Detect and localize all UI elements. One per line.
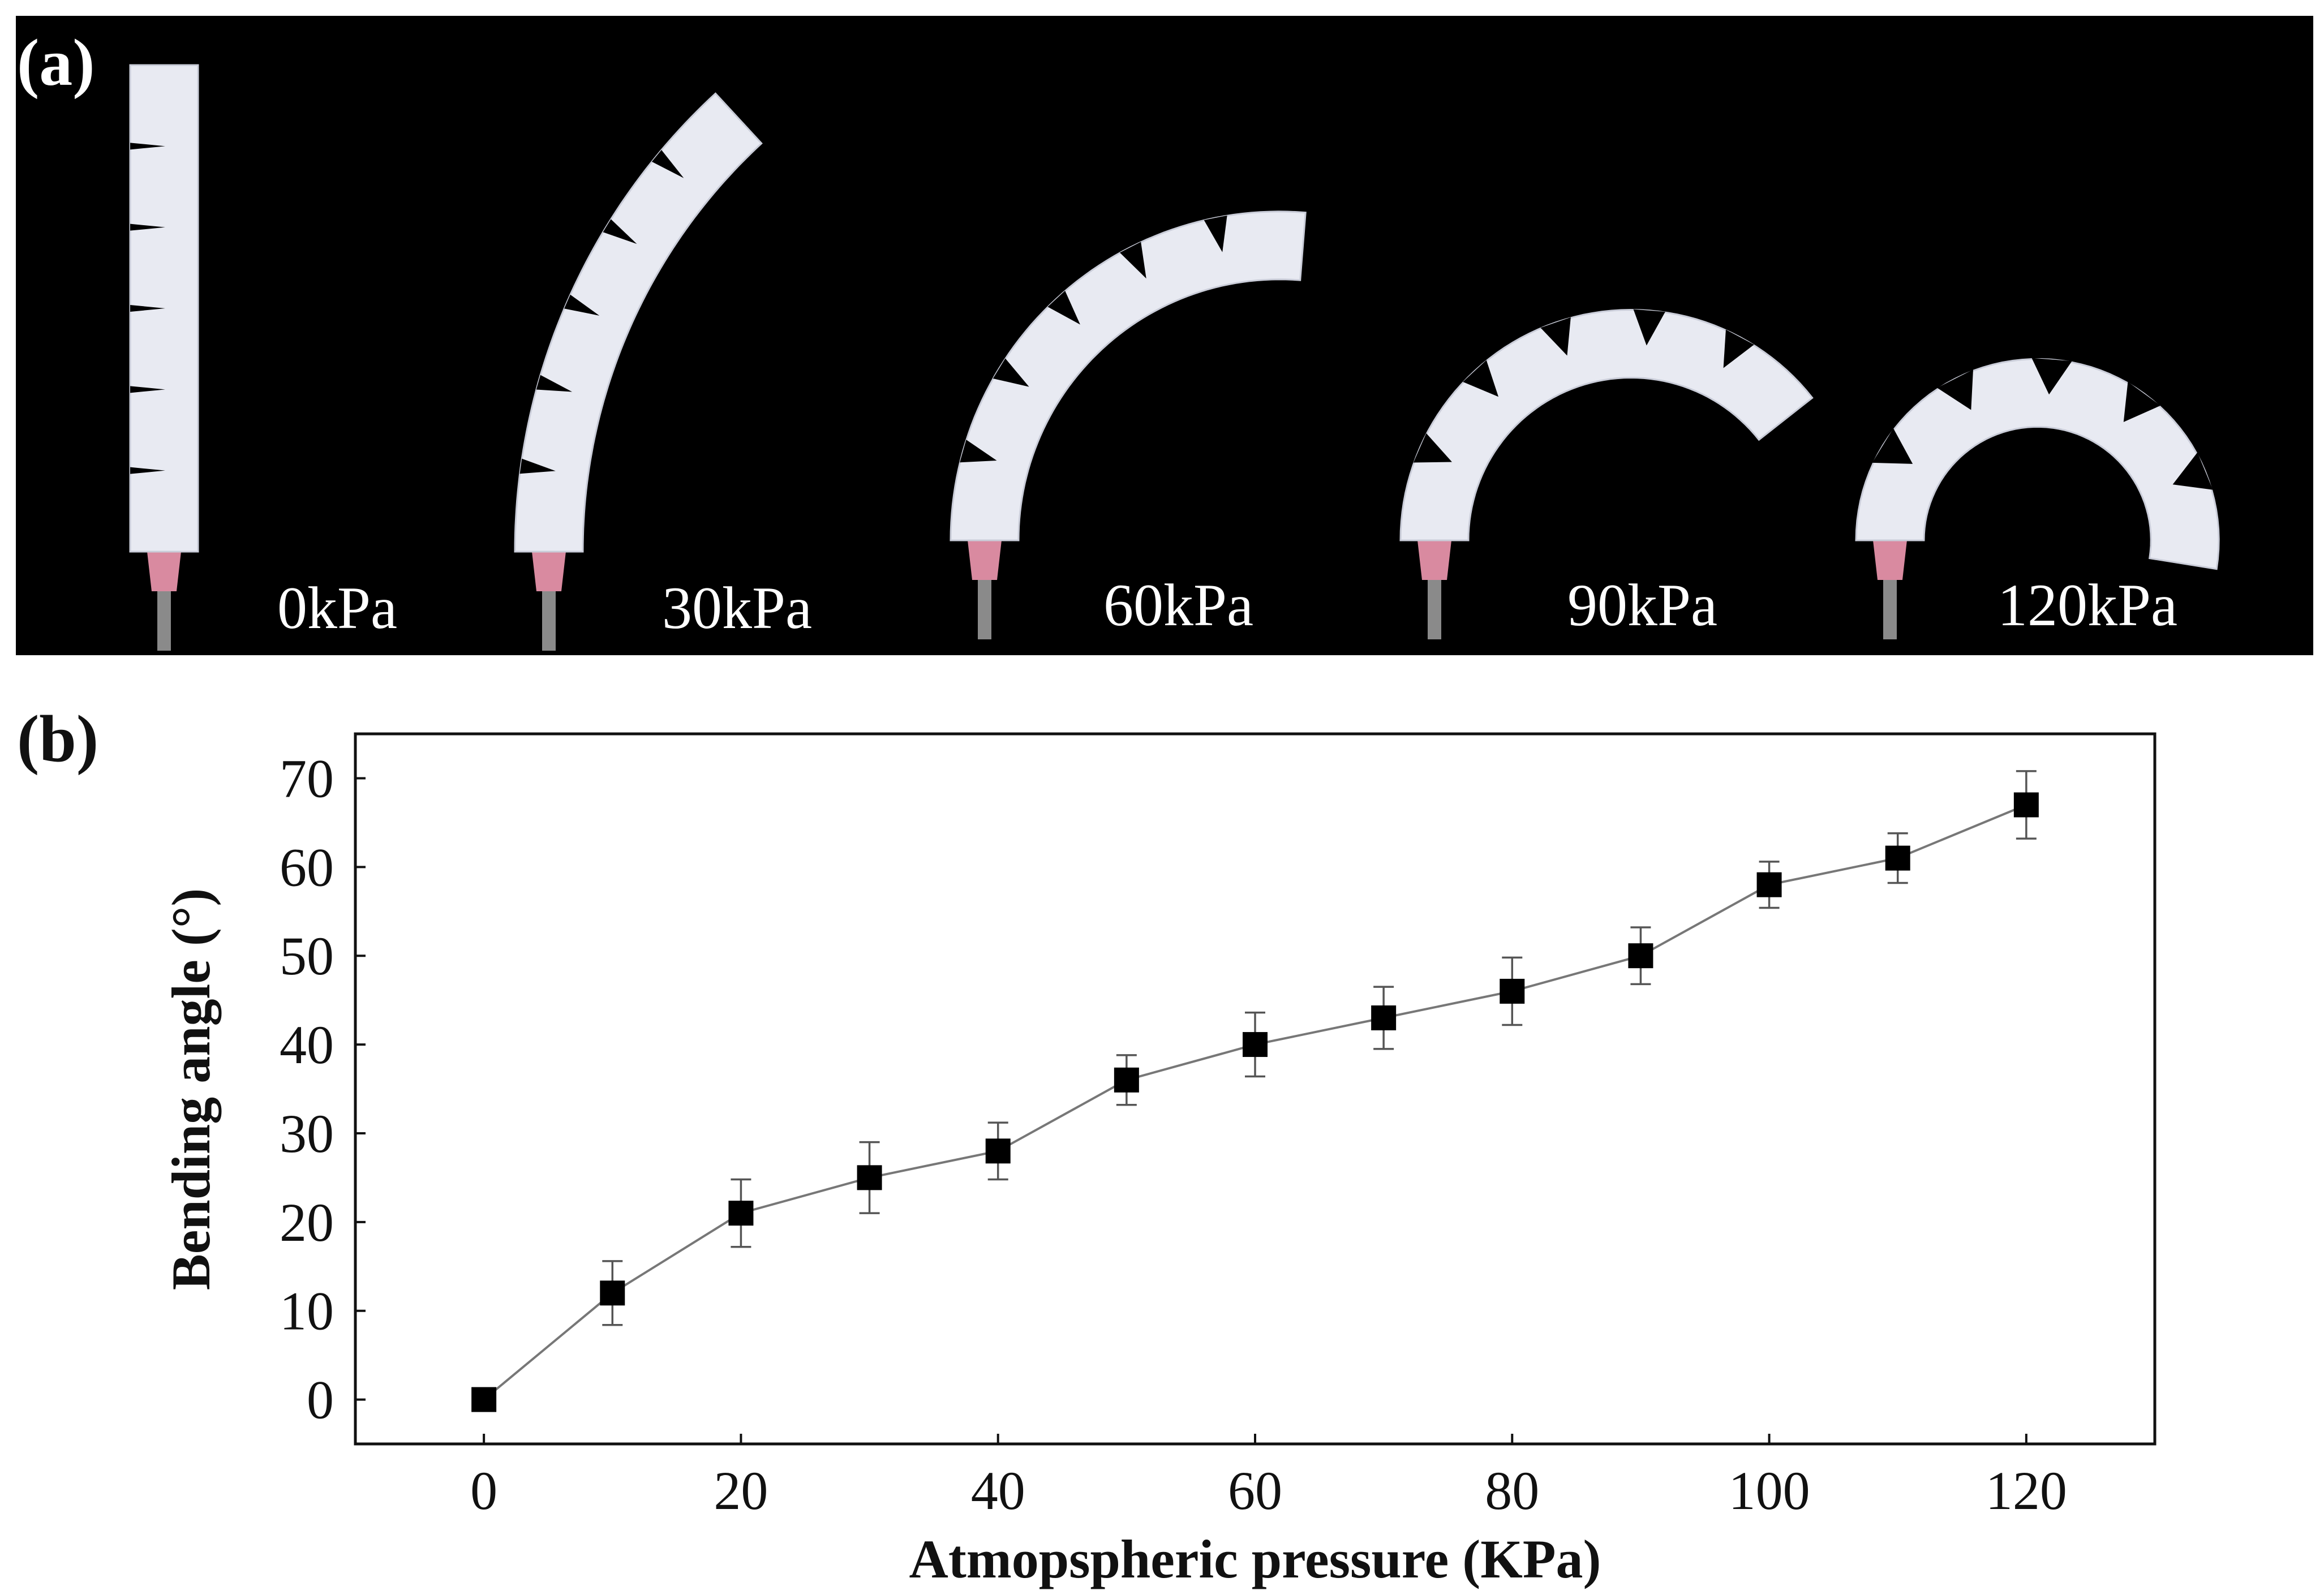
actuator-notch: [564, 294, 600, 316]
y-tick-label: 50: [280, 926, 334, 986]
actuator-notch: [1872, 428, 1913, 464]
y-tick-label: 60: [280, 837, 334, 897]
nozzle: [968, 540, 1002, 580]
photo-panel-background: [16, 16, 2313, 655]
actuator-notch: [2123, 381, 2161, 422]
actuator-notch: [1937, 369, 1973, 410]
data-point: [2013, 792, 2039, 818]
actuator-notch: [960, 440, 997, 463]
data-point: [1500, 978, 1525, 1004]
y-tick-label: 40: [280, 1014, 334, 1075]
bending-angle-chart: 0 20 40 60 80 100 120 0 10 20 30 40 50 60 70 Atmopsph…: [161, 732, 2157, 1589]
needle: [157, 583, 171, 651]
x-tick-label: 80: [1485, 1460, 1539, 1521]
panel-a-label: (a): [17, 25, 95, 100]
data-point: [471, 1387, 497, 1412]
y-tick-label: 20: [280, 1192, 334, 1253]
actuator-60kpa: [950, 210, 1307, 639]
actuator-90kpa: [1399, 308, 1814, 639]
data-point: [1371, 1005, 1397, 1030]
actuator-notch: [130, 386, 165, 393]
x-tick-label: 0: [470, 1460, 497, 1521]
actuator-notch: [603, 219, 637, 244]
actuator-notch: [1119, 242, 1146, 279]
actuator-notch: [993, 358, 1029, 387]
actuator-notch: [1723, 329, 1754, 368]
actuator-notch: [2031, 358, 2072, 395]
x-tick-label: 100: [1729, 1460, 1810, 1521]
actuator-notch: [1463, 360, 1499, 397]
pressure-label-2: 60kPa: [1103, 572, 1253, 638]
y-tick-label: 0: [307, 1370, 334, 1430]
y-axis-title: Bending angle (°): [161, 888, 221, 1290]
pressure-label-0: 0kPa: [277, 575, 397, 641]
y-tick-label: 70: [280, 748, 334, 809]
x-tick-label: 120: [1986, 1460, 2067, 1521]
x-tick-label: 60: [1228, 1460, 1282, 1521]
actuator-0kpa: [129, 64, 199, 651]
series-layer: [471, 770, 2039, 1412]
actuator-notch: [1633, 309, 1665, 346]
actuator-notch: [2172, 452, 2213, 490]
needle: [542, 583, 556, 651]
nozzle: [532, 552, 566, 591]
actuator-notch: [130, 467, 165, 474]
pressure-label-4: 120kPa: [1997, 572, 2177, 638]
needle: [1428, 571, 1441, 639]
data-point: [1885, 845, 1910, 871]
y-axis: 0 10 20 30 40 50 60 70: [280, 748, 366, 1430]
actuator-30kpa: [514, 92, 763, 651]
nozzle: [147, 552, 181, 591]
actuator-notch: [1413, 433, 1452, 463]
y-tick-label: 30: [280, 1103, 334, 1164]
series-line: [483, 803, 2027, 1401]
actuator-notch: [1540, 317, 1571, 356]
data-point: [857, 1165, 882, 1190]
needle: [1883, 571, 1897, 639]
data-point: [1756, 872, 1782, 897]
plot-frame: [354, 732, 2157, 1446]
nozzle: [1417, 540, 1451, 580]
nozzle: [1873, 540, 1907, 580]
y-tick-label: 10: [280, 1281, 334, 1342]
data-point: [600, 1280, 625, 1306]
data-point: [985, 1138, 1011, 1164]
needle: [978, 571, 991, 639]
data-point: [1243, 1032, 1268, 1057]
pressure-label-1: 30kPa: [662, 575, 812, 641]
actuator-notch: [519, 458, 556, 474]
actuator-notch: [536, 375, 573, 392]
actuator-120kpa: [1855, 358, 2220, 639]
actuator-notch: [1047, 290, 1080, 325]
actuator-notch: [130, 143, 165, 150]
actuator-notch: [1204, 215, 1227, 252]
actuator-notch: [651, 150, 684, 178]
x-tick-label: 40: [971, 1460, 1025, 1521]
pressure-label-3: 90kPa: [1567, 572, 1717, 638]
x-axis: 0 20 40 60 80 100 120: [470, 1434, 2067, 1521]
data-point: [1628, 943, 1653, 969]
data-point: [1114, 1067, 1139, 1093]
actuator-notch: [130, 223, 165, 231]
data-point: [728, 1201, 754, 1226]
actuator-notch: [130, 305, 165, 312]
x-axis-title: Atmopspheric pressure (KPa): [909, 1529, 1601, 1589]
x-tick-label: 20: [714, 1460, 768, 1521]
panel-b-label: (b): [17, 702, 98, 776]
actuator-photo-group: [129, 64, 2220, 651]
